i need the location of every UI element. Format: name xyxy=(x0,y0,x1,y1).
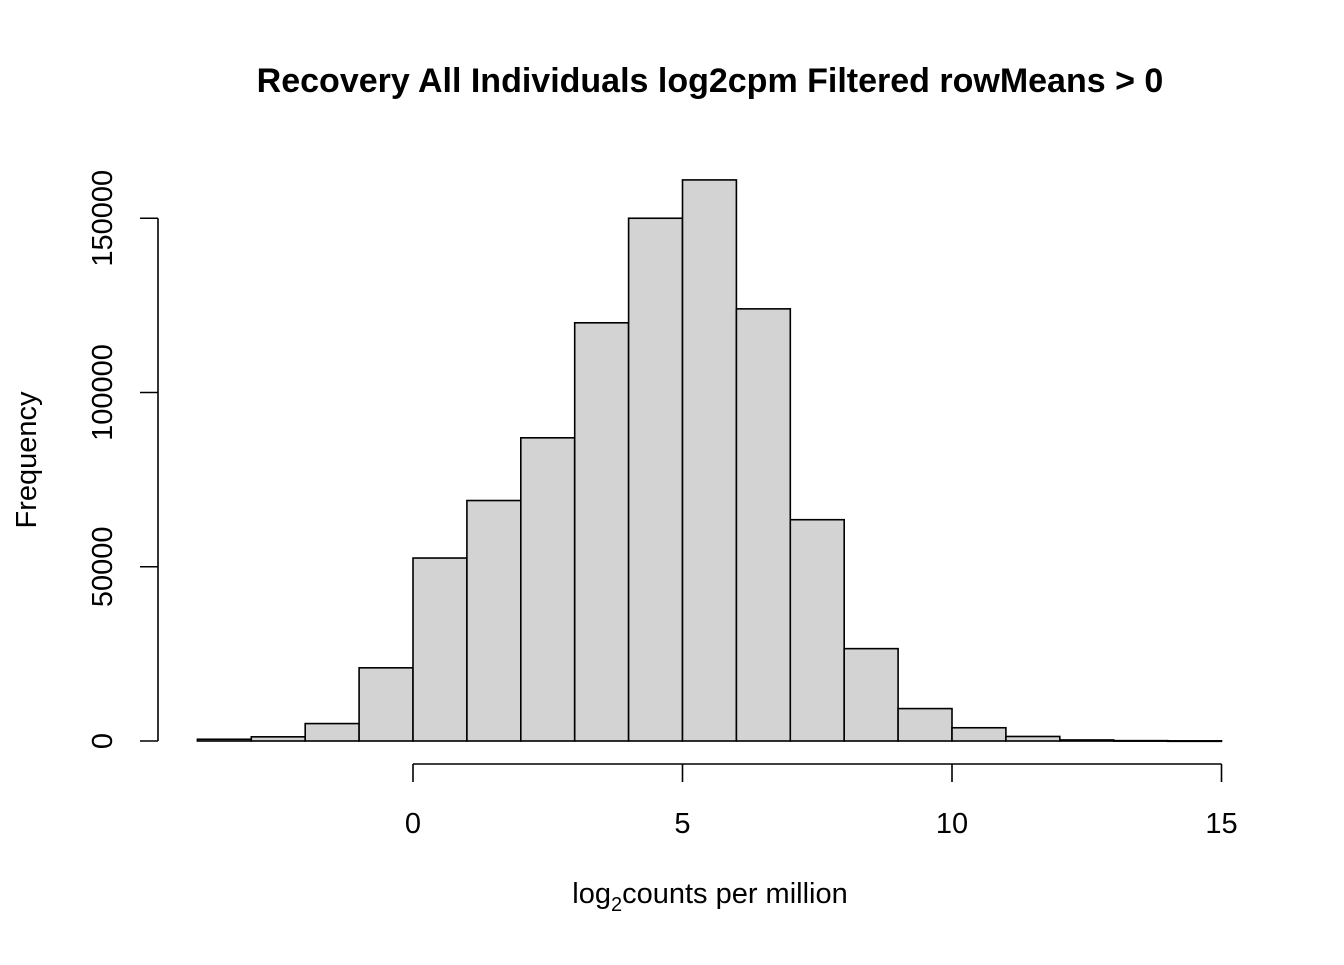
histogram-bar xyxy=(196,738,253,742)
x-tick-label: 10 xyxy=(936,808,968,840)
histogram-bar xyxy=(1059,739,1115,742)
y-tick-label: 150000 xyxy=(87,170,119,267)
x-tick-label: 15 xyxy=(1205,808,1237,840)
histogram-bar xyxy=(1112,739,1169,742)
y-axis: 0 50000 100000 150000 xyxy=(87,170,159,749)
histogram-bar xyxy=(735,308,792,742)
histogram-bar xyxy=(573,321,630,742)
histogram-bar xyxy=(412,557,468,742)
histogram-bar xyxy=(897,707,953,742)
histogram-bar xyxy=(250,736,307,742)
y-tick-label: 100000 xyxy=(87,344,119,441)
x-axis: 0 5 10 15 xyxy=(405,763,1238,840)
histogram-bar xyxy=(519,437,576,742)
y-axis-label: Frequency xyxy=(11,391,43,529)
chart-title: Recovery All Individuals log2cpm Filtere… xyxy=(257,62,1164,100)
y-tick-label: 0 xyxy=(87,733,119,749)
y-tick-label: 50000 xyxy=(87,526,119,607)
x-axis-label-rest: counts per million xyxy=(622,878,848,910)
bars-group xyxy=(196,179,1223,743)
histogram-bar xyxy=(1166,740,1223,743)
histogram-bar xyxy=(843,647,899,742)
histogram-bar xyxy=(951,726,1007,742)
x-tick-label: 0 xyxy=(405,808,421,840)
histogram-bar xyxy=(627,217,684,742)
histogram-bar xyxy=(466,499,522,742)
histogram-bar xyxy=(789,518,845,742)
x-axis-label-base: log xyxy=(572,878,611,910)
x-tick-label: 5 xyxy=(674,808,690,840)
histogram-bar xyxy=(1005,735,1061,742)
histogram-bar xyxy=(681,179,738,742)
histogram-bar xyxy=(358,667,414,742)
x-axis-label: log2counts per million xyxy=(572,878,847,916)
histogram-bar xyxy=(304,722,360,742)
x-axis-label-subscript: 2 xyxy=(611,894,622,916)
